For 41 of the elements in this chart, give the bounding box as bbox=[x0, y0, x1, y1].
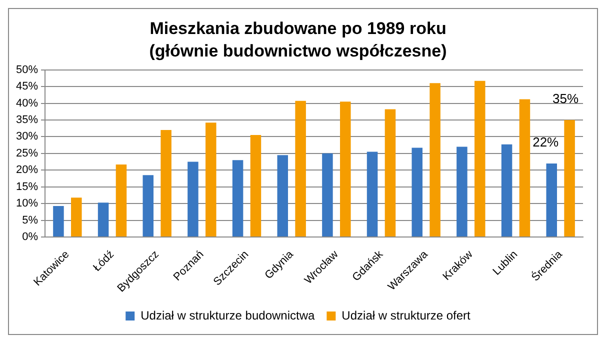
bar bbox=[501, 144, 512, 237]
bar bbox=[322, 153, 333, 237]
bar bbox=[53, 206, 64, 237]
y-tick-label: 10% bbox=[16, 198, 38, 210]
bar bbox=[142, 175, 154, 237]
bar bbox=[430, 83, 440, 237]
y-tick-label: 50% bbox=[16, 64, 38, 76]
y-tick-label: 30% bbox=[16, 130, 38, 143]
bar bbox=[71, 198, 82, 237]
chart-subtitle: (głównie budownictwo współczesne) bbox=[149, 41, 447, 60]
bar bbox=[160, 130, 172, 237]
y-tick-label: 25% bbox=[16, 147, 38, 160]
y-tick-label: 35% bbox=[16, 114, 38, 126]
bar bbox=[232, 160, 244, 237]
bar bbox=[412, 148, 422, 237]
bar bbox=[456, 146, 468, 237]
bar bbox=[250, 135, 262, 237]
bar bbox=[98, 202, 109, 237]
y-tick-label: 0% bbox=[22, 231, 38, 244]
bar bbox=[564, 120, 575, 237]
bar bbox=[295, 100, 306, 237]
bar bbox=[188, 162, 198, 237]
y-tick-label: 20% bbox=[16, 164, 38, 176]
bar bbox=[116, 164, 127, 237]
bar bbox=[384, 109, 396, 237]
y-tick-label: 15% bbox=[16, 180, 38, 193]
bar bbox=[546, 163, 557, 237]
data-label: 22% bbox=[532, 134, 560, 150]
legend-label: Udział w strukturze budownictwa bbox=[140, 308, 316, 322]
bar bbox=[340, 102, 351, 237]
legend-label: Udział w strukturze ofert bbox=[342, 308, 472, 322]
y-tick-label: 40% bbox=[16, 97, 38, 110]
chart-title: Mieszkania zbudowane po 1989 roku bbox=[150, 18, 446, 38]
bar bbox=[277, 155, 288, 237]
bar bbox=[474, 80, 486, 237]
data-label: 35% bbox=[552, 91, 579, 106]
bar bbox=[366, 152, 378, 237]
bar bbox=[206, 122, 216, 237]
bar bbox=[519, 99, 530, 237]
y-tick-label: 5% bbox=[22, 214, 38, 226]
y-tick-label: 45% bbox=[16, 80, 38, 93]
